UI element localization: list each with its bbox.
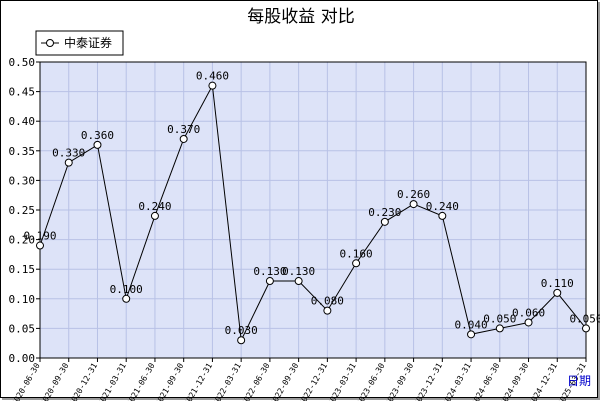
x-axis-ticks: 2020-06-302020-09-302020-12-312021-03-31… <box>10 358 588 401</box>
data-label: 0.030 <box>225 324 258 337</box>
x-tick-label: 2021-09-30 <box>154 361 186 401</box>
data-point[interactable] <box>467 330 476 339</box>
data-label: 0.050 <box>569 312 600 325</box>
grid-lines <box>40 62 586 358</box>
x-tick-label: 2024-06-30 <box>470 361 502 401</box>
x-tick-label: 2022-03-31 <box>211 361 243 401</box>
x-tick-label: 2022-09-30 <box>268 361 300 401</box>
data-label: 0.110 <box>541 277 574 290</box>
x-tick-label: 2021-12-31 <box>182 361 214 401</box>
data-label: 0.360 <box>81 129 114 142</box>
legend[interactable]: 中泰证券 <box>35 30 124 56</box>
data-label: 0.060 <box>512 306 545 319</box>
x-tick-label: 2022-06-30 <box>240 361 272 401</box>
data-point[interactable] <box>495 324 504 333</box>
y-tick-label: 0.40 <box>9 115 36 128</box>
x-tick-label: 2023-12-31 <box>412 361 444 401</box>
legend-label: 中泰证券 <box>64 35 112 50</box>
data-point[interactable] <box>179 134 188 143</box>
data-point[interactable] <box>93 140 102 149</box>
data-point[interactable] <box>438 211 447 220</box>
data-points <box>36 81 590 345</box>
data-label: 0.130 <box>253 265 286 278</box>
data-point[interactable] <box>150 211 159 220</box>
data-point[interactable] <box>237 336 246 345</box>
data-label: 0.240 <box>426 200 459 213</box>
y-tick-label: 0.45 <box>9 86 36 99</box>
y-tick-label: 0.15 <box>9 263 36 276</box>
x-tick-label: 2024-03-31 <box>441 361 473 401</box>
y-tick-label: 0.10 <box>9 293 36 306</box>
x-tick-label: 2023-03-31 <box>326 361 358 401</box>
x-tick-label: 2020-12-31 <box>67 361 99 401</box>
data-point[interactable] <box>524 318 533 327</box>
x-tick-label: 2022-12-31 <box>297 361 329 401</box>
data-point[interactable] <box>582 324 590 333</box>
x-tick-label: 2020-09-30 <box>39 361 71 401</box>
x-tick-label: 2023-06-30 <box>355 361 387 401</box>
data-point[interactable] <box>265 277 274 286</box>
data-label: 0.160 <box>340 247 373 260</box>
data-point[interactable] <box>294 277 303 286</box>
data-point[interactable] <box>323 306 332 315</box>
data-label: 0.460 <box>196 70 229 83</box>
data-label: 0.040 <box>454 318 487 331</box>
data-point[interactable] <box>36 241 44 250</box>
x-tick-label: 2020-06-30 <box>10 361 42 401</box>
data-label: 0.330 <box>52 147 85 160</box>
x-axis-label: 日期 <box>567 374 591 388</box>
data-point[interactable] <box>208 81 217 90</box>
data-point[interactable] <box>553 288 562 297</box>
y-tick-label: 0.20 <box>9 234 36 247</box>
chart-title: 每股收益 对比 <box>247 7 354 27</box>
y-tick-label: 0.05 <box>9 322 36 335</box>
data-point[interactable] <box>409 200 418 209</box>
y-tick-label: 0.50 <box>9 56 36 69</box>
x-tick-label: 2021-03-31 <box>96 361 128 401</box>
y-tick-label: 0.30 <box>9 174 36 187</box>
data-point[interactable] <box>352 259 361 268</box>
data-labels: 0.190 0.330 0.360 0.100 0.240 0.370 0.460 0.030… <box>23 70 600 338</box>
data-label: 0.050 <box>483 312 516 325</box>
x-tick-label: 2024-12-31 <box>527 361 559 401</box>
x-tick-label: 2024-09-30 <box>498 361 530 401</box>
data-label: 0.260 <box>397 188 430 201</box>
data-label: 0.130 <box>282 265 315 278</box>
x-tick-label: 2023-09-30 <box>383 361 415 401</box>
data-label: 0.080 <box>311 295 344 308</box>
y-tick-label: 0.00 <box>9 352 36 365</box>
legend-marker-icon <box>46 39 54 47</box>
y-tick-label: 0.25 <box>9 204 36 217</box>
y-axis-ticks: 0.00 0.05 0.10 0.15 0.20 0.25 0.30 0.35 0.40 0.45… <box>9 56 40 365</box>
data-point[interactable] <box>64 158 73 167</box>
data-point[interactable] <box>380 217 389 226</box>
data-point[interactable] <box>122 294 131 303</box>
x-tick-label: 2021-06-30 <box>125 361 157 401</box>
y-tick-label: 0.35 <box>9 145 36 158</box>
plot-border <box>39 61 587 359</box>
data-label: 0.190 <box>23 230 56 243</box>
data-label: 0.370 <box>167 123 200 136</box>
data-label: 0.240 <box>138 200 171 213</box>
data-label: 0.100 <box>110 283 143 296</box>
series-line-zhongtai <box>39 84 587 342</box>
data-label: 0.230 <box>368 206 401 219</box>
